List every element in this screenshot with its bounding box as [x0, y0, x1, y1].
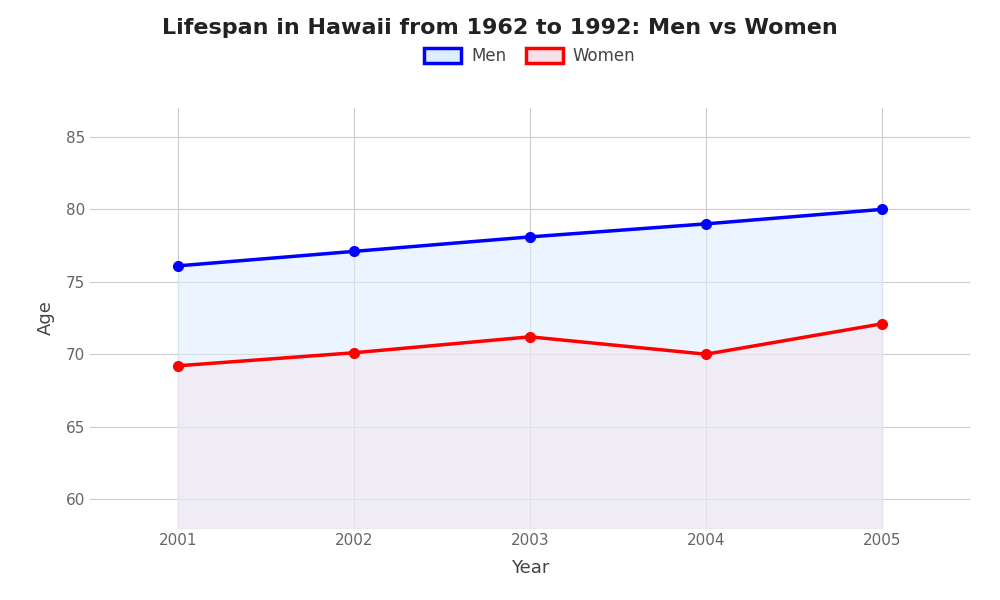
- Text: Lifespan in Hawaii from 1962 to 1992: Men vs Women: Lifespan in Hawaii from 1962 to 1992: Me…: [162, 18, 838, 38]
- Y-axis label: Age: Age: [37, 301, 55, 335]
- Legend: Men, Women: Men, Women: [418, 41, 642, 72]
- X-axis label: Year: Year: [511, 559, 549, 577]
